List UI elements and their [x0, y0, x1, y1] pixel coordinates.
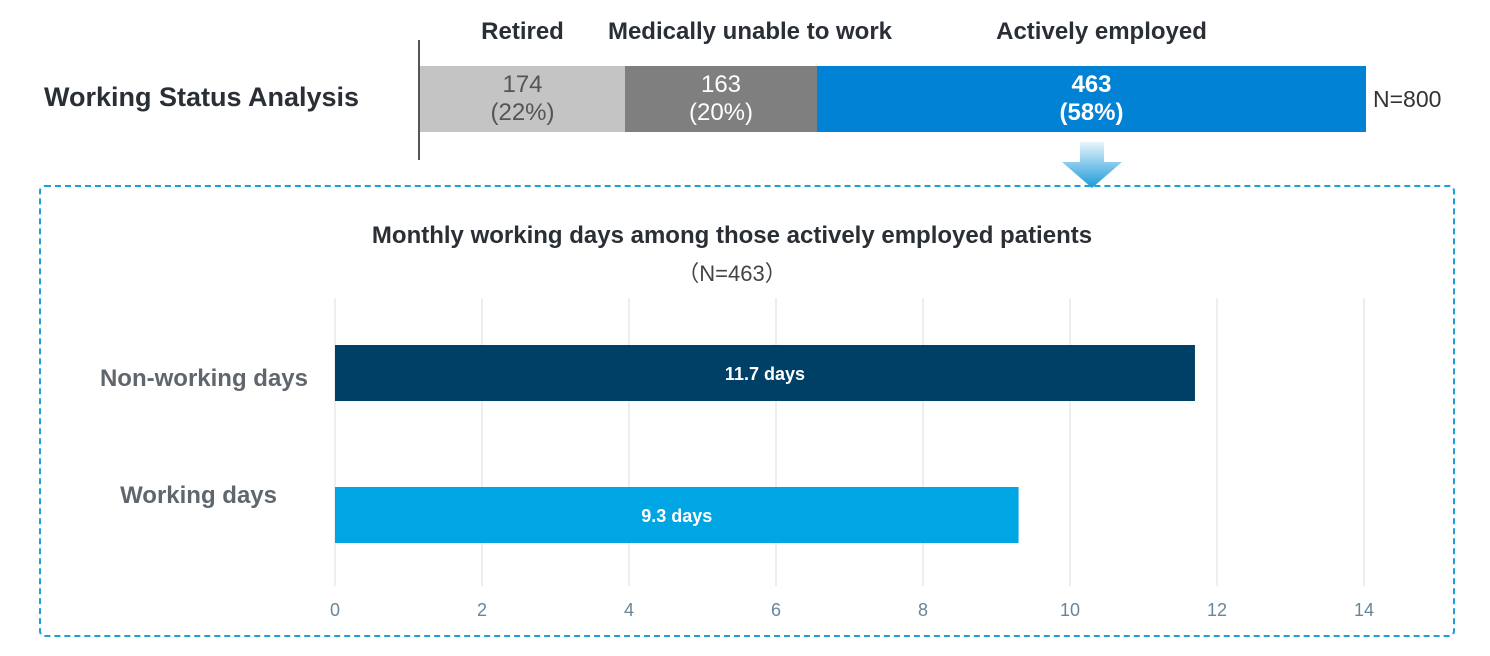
segment-retired: 174 (22%): [420, 66, 625, 132]
x-tick-label: 14: [1354, 600, 1374, 620]
segment-label-medical: Medically unable to work: [607, 18, 893, 45]
x-tick-label: 12: [1207, 600, 1227, 620]
segment-medical: 163 (20%): [625, 66, 817, 132]
category-label: Non-working days: [100, 365, 308, 392]
segment-count: 174: [502, 71, 543, 98]
x-tick-label: 2: [477, 600, 487, 620]
row-title: Working Status Analysis: [44, 82, 360, 112]
bar: [335, 487, 1019, 543]
x-tick-label: 10: [1060, 600, 1080, 620]
segment-count: 463: [1071, 71, 1112, 98]
chart-n-label: （N=463）: [677, 261, 787, 286]
segment-label-retired: Retired: [481, 18, 564, 45]
segment-percent: (22%): [490, 99, 555, 126]
down-arrow-icon: [1062, 142, 1122, 188]
segment-count: 163: [700, 71, 742, 98]
x-tick-label: 0: [330, 600, 340, 620]
bar-data-label: 11.7 days: [725, 364, 805, 384]
category-label: Working days: [120, 482, 277, 509]
bar-data-label: 9.3 days: [641, 506, 712, 526]
detail-panel: [39, 185, 1455, 637]
segment-label-active: Actively employed: [996, 18, 1207, 45]
segment-percent: (58%): [1059, 99, 1124, 126]
segment-active: 463 (58%): [817, 66, 1366, 132]
x-tick-label: 6: [771, 600, 781, 620]
axis-line: [418, 40, 420, 160]
bar: [335, 345, 1195, 401]
chart-title: Monthly working days among those activel…: [371, 222, 1093, 249]
x-tick-label: 8: [918, 600, 928, 620]
total-n: N=800: [1373, 86, 1442, 112]
x-tick-label: 4: [624, 600, 634, 620]
segment-percent: (20%): [688, 99, 754, 126]
